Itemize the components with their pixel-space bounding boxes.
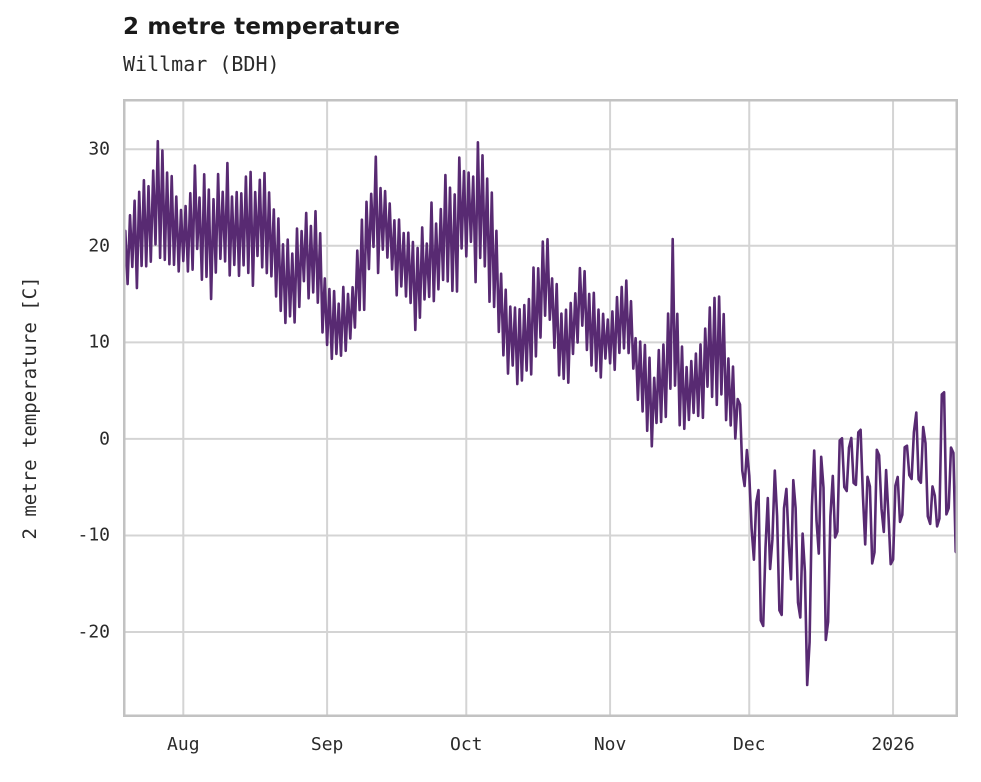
y-tick-label: -10 [77, 524, 110, 546]
x-tick-label: Dec [732, 734, 766, 755]
x-tick-label: 2026 [871, 734, 915, 755]
x-tick-label: Oct [450, 734, 483, 755]
x-tick-label: Sep [310, 734, 344, 755]
x-tick-label: Nov [593, 734, 627, 755]
y-axis-label: 2 metre temperature [C] [19, 276, 41, 540]
y-tick-label: 10 [88, 331, 110, 353]
y-tick-label: 0 [99, 428, 110, 450]
temperature-line [123, 139, 958, 687]
y-tick-label: -20 [77, 621, 110, 643]
x-tick-label: Aug [167, 734, 200, 755]
plot-area [123, 99, 958, 717]
plot-border [123, 99, 958, 717]
chart-subtitle: Willmar (BDH) [123, 52, 280, 76]
y-tick-label: 20 [88, 235, 110, 257]
chart-title: 2 metre temperature [123, 14, 401, 40]
y-tick-label: 30 [88, 138, 110, 160]
